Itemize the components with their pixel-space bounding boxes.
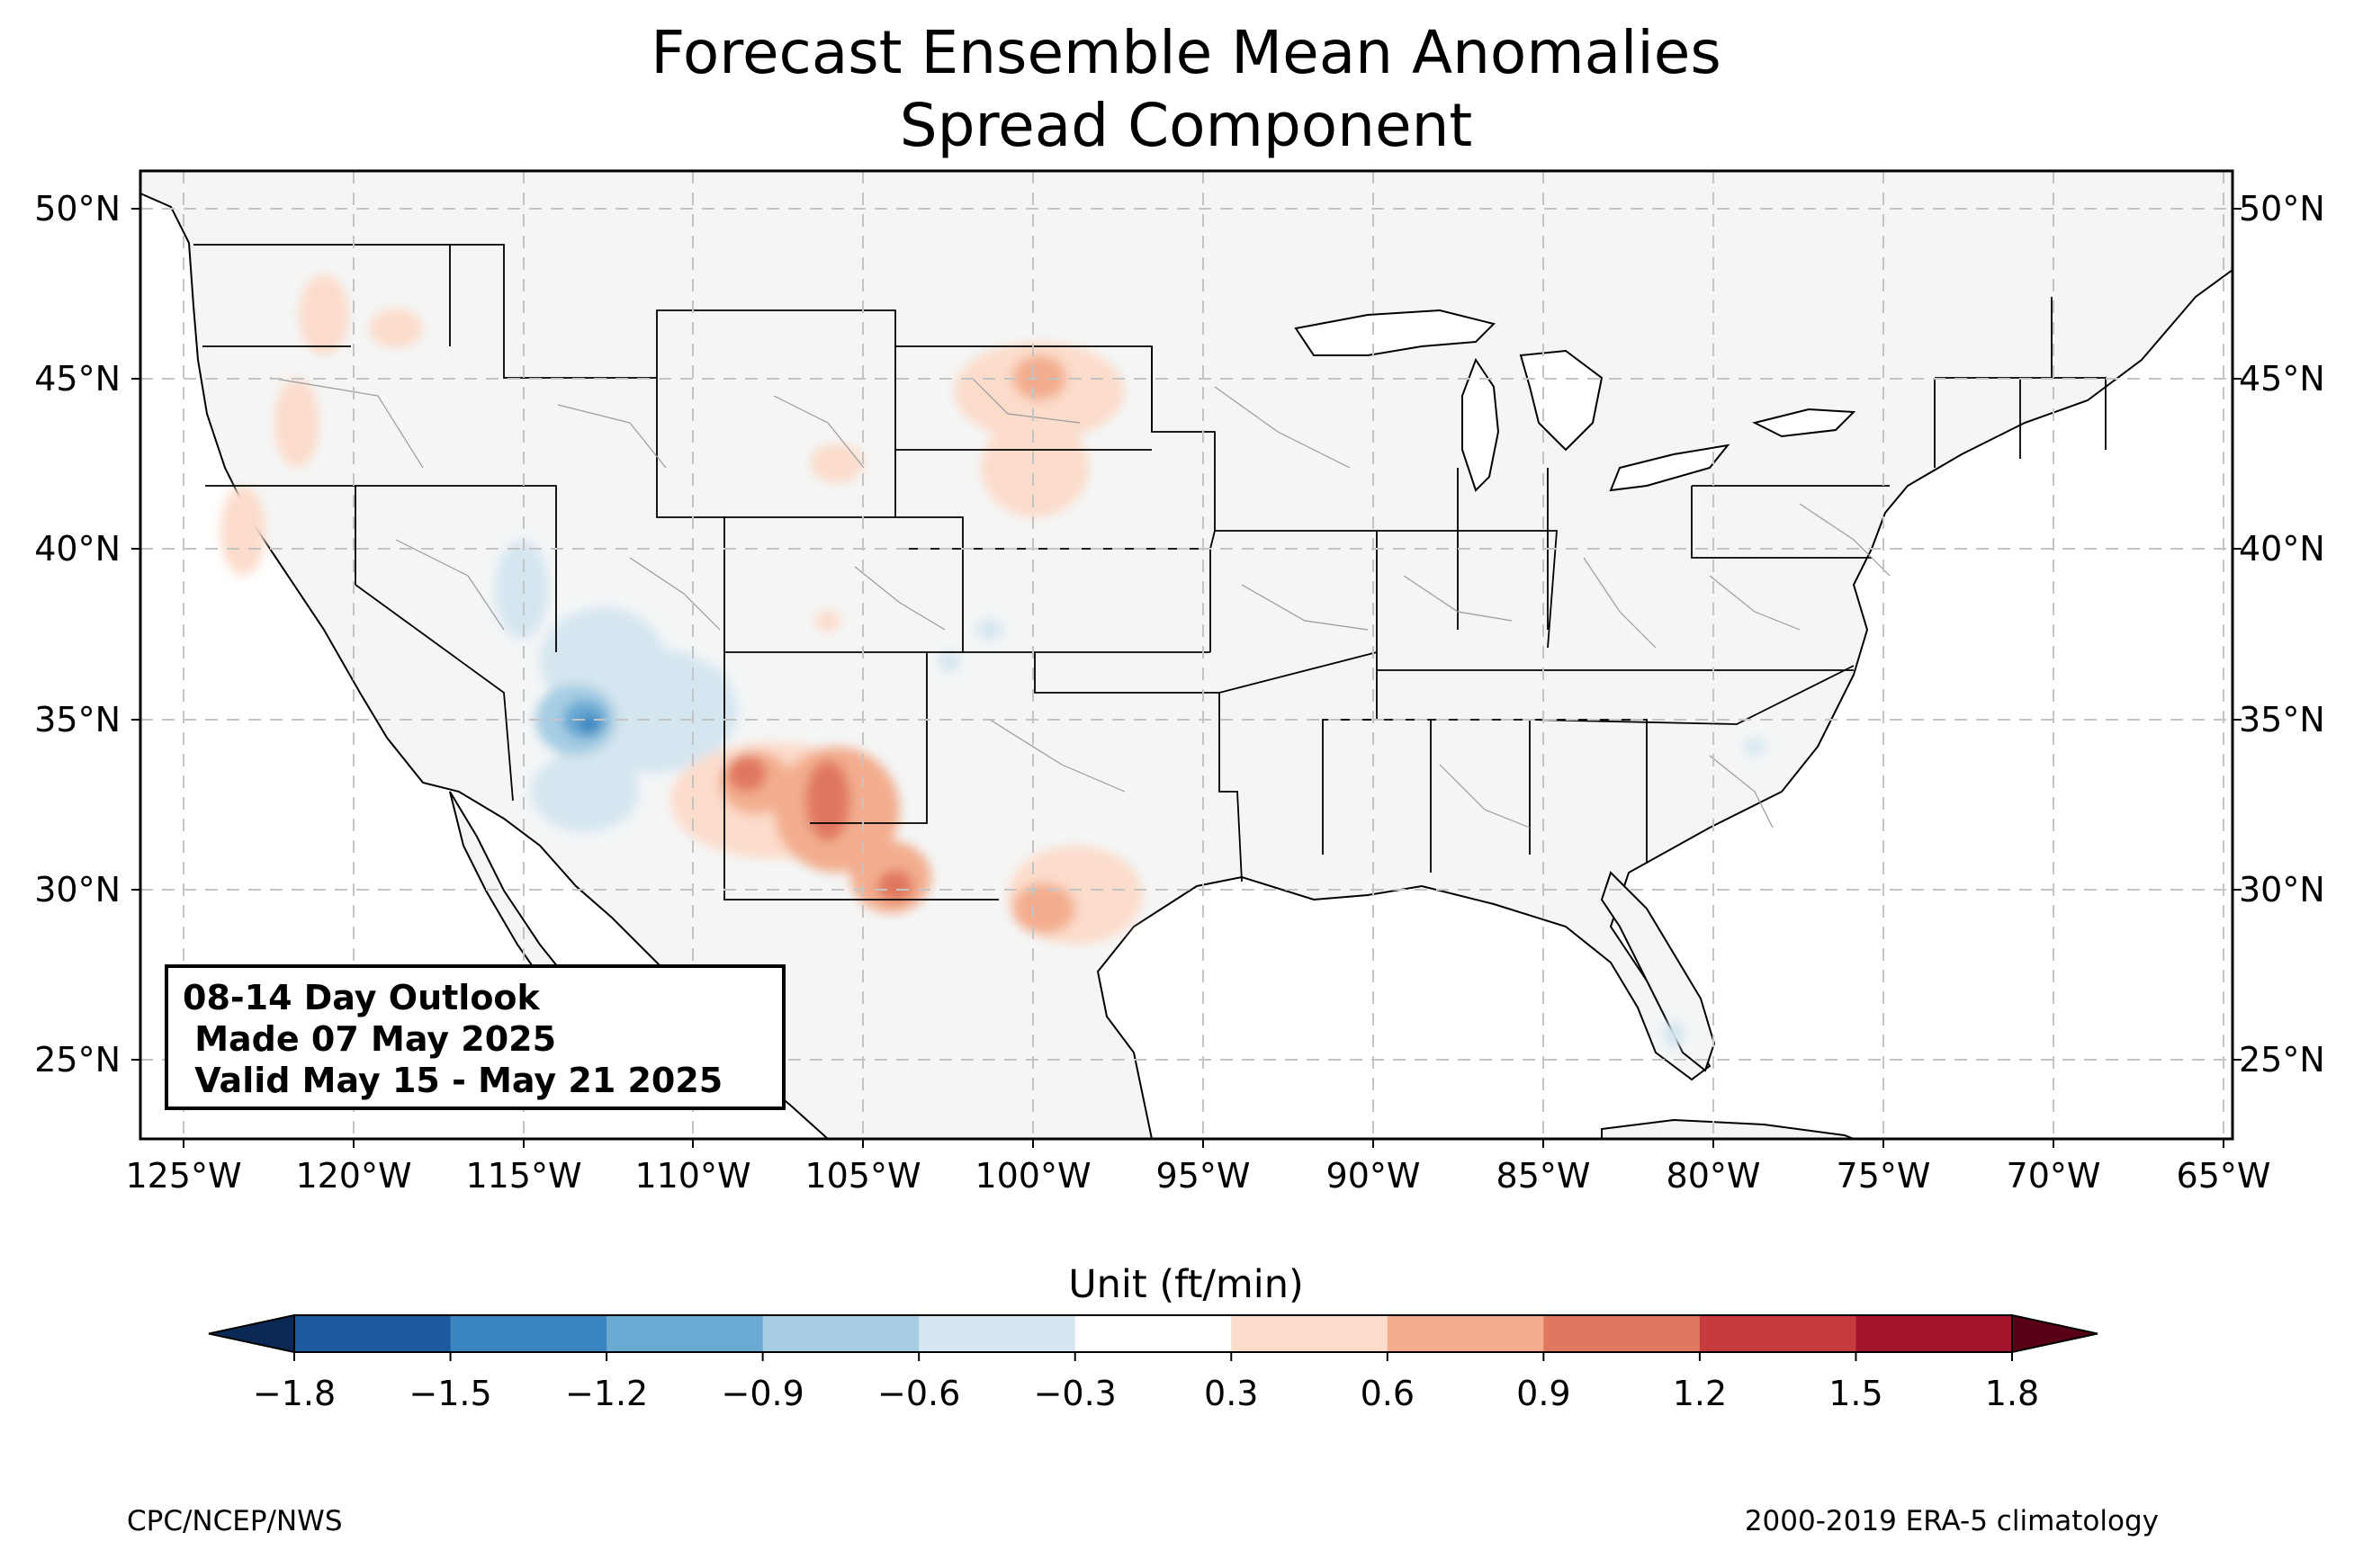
outlook-valid-range: Valid May 15 - May 21 2025 [183,1061,723,1100]
lat-label-right: 40°N [2239,529,2325,569]
lat-label-left: 45°N [34,359,121,399]
chart-title-line2: Spread Component [899,91,1473,160]
colorbar-under-arrow [208,1313,295,1354]
colorbar-segment [919,1315,1076,1352]
lon-labels-bottom: 125°W 120°W 115°W 110°W 105°W 100°W 95°W 90°W 85… [125,1139,2270,1196]
colorbar-tick-label: 0.3 [1204,1374,1258,1413]
colorbar-tick-label: −0.6 [877,1374,960,1413]
colorbar: −1.8 −1.5 −1.2 −0.9 −0.6 −0.3 0.3 0.6 0.9 1.2 1.5 1… [208,1313,2098,1413]
colorbar-segment [450,1315,607,1352]
lon-label: 65°W [2177,1156,2271,1196]
colorbar-tick-label: −1.5 [409,1374,491,1413]
lon-label: 110°W [634,1156,750,1196]
colorbar-segment [1231,1315,1388,1352]
colorbar-tick-label: 1.8 [1985,1374,2039,1413]
colorbar-segment [1855,1315,2013,1352]
lat-label-right: 45°N [2239,359,2325,399]
lon-label: 90°W [1326,1156,1421,1196]
lat-label-right: 50°N [2239,189,2325,228]
lon-label: 95°W [1156,1156,1251,1196]
lat-labels-right: 50°N 45°N 40°N 35°N 30°N 25°N [2233,189,2325,1080]
land-area [140,171,2233,1139]
outlook-title: 08-14 Day Outlook [183,978,540,1017]
lat-label-left: 25°N [34,1040,121,1080]
lat-labels-left: 50°N 45°N 40°N 35°N 30°N 25°N [34,189,140,1080]
lon-label: 125°W [125,1156,241,1196]
lon-label: 70°W [2007,1156,2101,1196]
chart-title-line1: Forecast Ensemble Mean Anomalies [651,18,1721,87]
florida-peninsula [1600,871,1716,1072]
lon-label: 80°W [1667,1156,1761,1196]
lat-label-right: 35°N [2239,700,2325,739]
outlook-made-date: Made 07 May 2025 [183,1019,557,1059]
anomaly-shading [220,274,1766,1048]
cuba-coast [1601,1118,1855,1139]
map-frame [139,169,2234,1141]
colorbar-tick-label: 0.9 [1516,1374,1570,1413]
colorbar-tick-label: −0.9 [721,1374,804,1413]
lon-label: 115°W [465,1156,581,1196]
outlook-info-box: 08-14 Day Outlook Made 07 May 2025 Valid… [165,964,786,1110]
colorbar-segment [294,1315,452,1352]
colorbar-over-arrow [2011,1313,2098,1354]
lat-label-left: 30°N [34,870,121,909]
lat-label-left: 50°N [34,189,121,228]
lat-label-right: 30°N [2239,870,2325,909]
lat-label-left: 40°N [34,529,121,569]
county-lines [269,377,1891,829]
colorbar-tick-label: 1.2 [1673,1374,1727,1413]
state-borders [193,244,2107,900]
colorbar-frame [293,1314,2013,1353]
colorbar-tick-label: −1.8 [253,1374,336,1413]
colorbar-segment [1699,1315,1856,1352]
lat-label-left: 35°N [34,700,121,739]
colorbar-segment [1074,1315,1232,1352]
lon-label: 100°W [975,1156,1091,1196]
colorbar-segment [1543,1315,1701,1352]
lon-label: 120°W [295,1156,411,1196]
colorbar-segment [606,1315,764,1352]
lon-label: 85°W [1496,1156,1591,1196]
colorbar-segment [1387,1315,1544,1352]
colorbar-tick-label: 1.5 [1828,1374,1882,1413]
colorbar-tick-label: −1.2 [565,1374,648,1413]
lon-label: 75°W [1837,1156,1931,1196]
footer-source: CPC/NCEP/NWS [127,1505,343,1537]
footer-climatology: 2000-2019 ERA-5 climatology [1744,1505,2159,1537]
colorbar-title: Unit (ft/min) [1068,1262,1304,1307]
lon-label: 105°W [804,1156,921,1196]
great-lakes [1294,309,1856,492]
colorbar-segment [762,1315,920,1352]
colorbar-tick-label: −0.3 [1034,1374,1117,1413]
lat-label-right: 25°N [2239,1040,2325,1080]
colorbar-tick-label: 0.6 [1361,1374,1415,1413]
